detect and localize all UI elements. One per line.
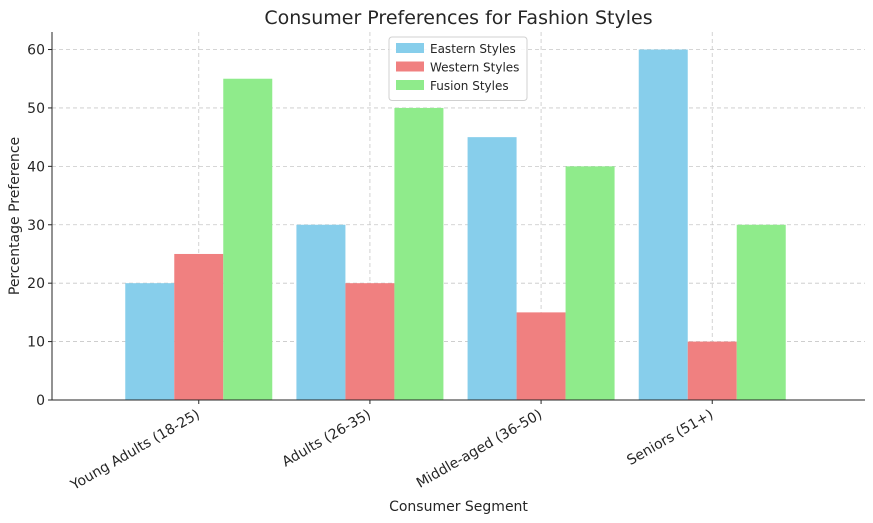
bar-eastern-styles [638,49,688,401]
bar-western-styles [345,283,395,400]
y-tick-label: 30 [27,218,45,234]
x-tick-label: Seniors (51+) [624,407,716,469]
x-axis-title: Consumer Segment [389,499,528,515]
x-tick-label: Middle-aged (36-50) [414,407,545,492]
y-tick-label: 20 [27,276,45,292]
bar-eastern-styles [467,137,517,400]
bar-fusion-styles [565,166,615,400]
legend-swatch [396,43,424,53]
bar-eastern-styles [125,283,175,400]
y-tick-label: 60 [27,43,45,59]
chart-title: Consumer Preferences for Fashion Styles [264,7,652,29]
y-tick-label: 10 [27,335,45,351]
bar-fusion-styles [223,78,273,400]
legend-label: Eastern Styles [430,42,516,56]
legend-entries: Eastern Styles Western Styles Fusion Style… [396,42,519,93]
y-tick-label: 0 [36,393,45,409]
bar-western-styles [687,341,737,400]
y-axis-title: Percentage Preference [7,137,23,295]
legend-label: Western Styles [430,61,519,75]
x-tick-label: Adults (26-35) [279,407,373,471]
y-tick-label: 50 [27,101,45,117]
x-tick-label: Young Adults (18-25) [67,407,202,494]
bar-fusion-styles [394,107,444,400]
y-tick-label: 40 [27,159,45,175]
bar-eastern-styles [296,224,346,400]
bars [125,49,786,401]
axes [51,32,865,401]
legend: Eastern Styles Western Styles Fusion Style… [388,36,528,101]
legend-label: Fusion Styles [430,79,509,93]
bar-western-styles [516,312,566,400]
bar-fusion-styles [736,224,786,400]
legend-swatch [396,80,424,90]
legend-swatch [396,61,424,72]
bar-western-styles [174,253,224,400]
